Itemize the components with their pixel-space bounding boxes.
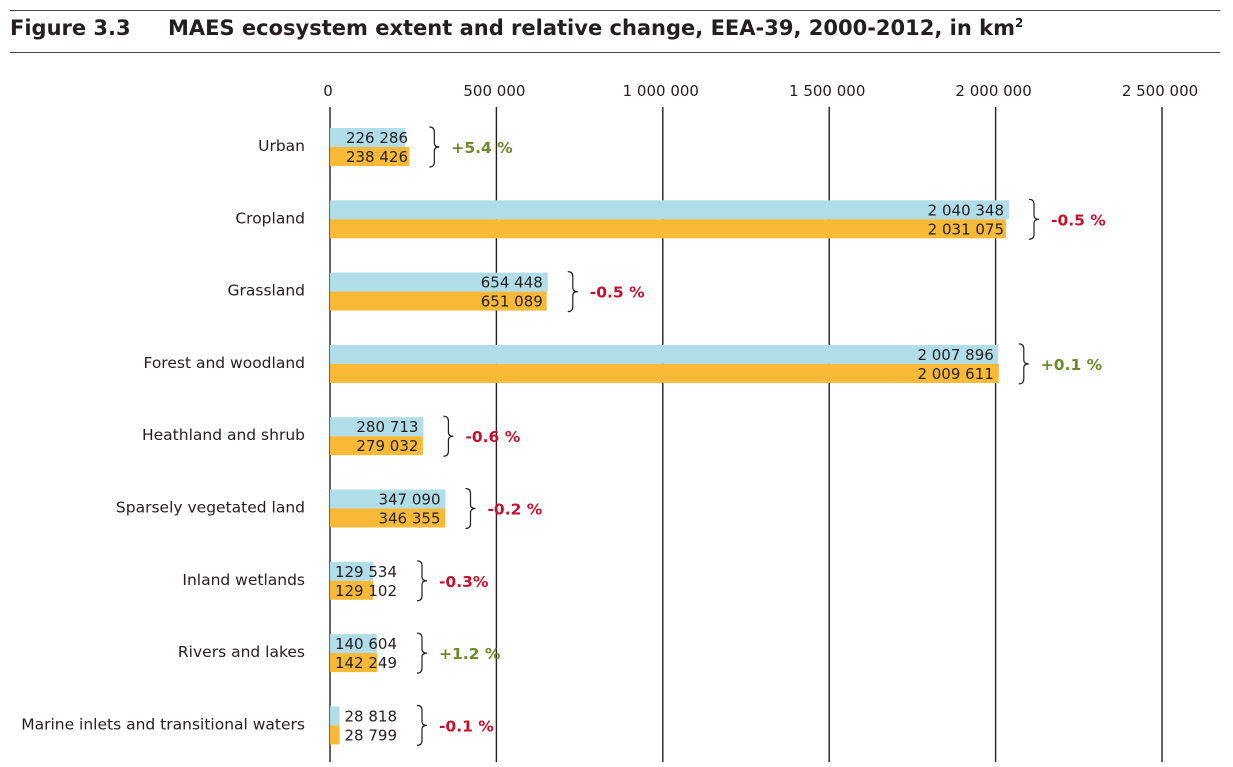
bar-2000 bbox=[330, 561, 374, 581]
bar-2012 bbox=[330, 508, 446, 528]
bars bbox=[330, 128, 1010, 745]
relative-change-annotations: +5.4 % -0.5 % -0.5 % +0.1 % -0.6 % -0.2 % -0.3… bbox=[416, 126, 1106, 746]
category-label: Forest and woodland bbox=[143, 354, 305, 372]
value-label-2012: 129 102 bbox=[335, 582, 397, 600]
brace bbox=[416, 560, 428, 602]
value-label-2012: 279 032 bbox=[356, 437, 418, 455]
relative-change-label: +1.2 % bbox=[439, 645, 501, 663]
value-label-2012: 2 009 611 bbox=[917, 365, 993, 383]
x-tick-label: 1 000 000 bbox=[623, 82, 699, 100]
category-label: Grassland bbox=[228, 282, 306, 300]
value-label-2012: 346 355 bbox=[378, 510, 440, 528]
bar-2000 bbox=[330, 272, 548, 292]
category-label: Sparsely vegetated land bbox=[116, 499, 305, 517]
category-label: Inland wetlands bbox=[182, 571, 305, 589]
bar-2000 bbox=[330, 200, 1010, 220]
brace bbox=[465, 487, 476, 530]
category-label: Rivers and lakes bbox=[178, 643, 305, 661]
relative-change-label: -0.6 % bbox=[465, 428, 520, 446]
value-label-2000: 654 448 bbox=[481, 274, 543, 292]
figure-label: Figure 3.3 bbox=[10, 16, 131, 40]
bar-2012 bbox=[330, 436, 423, 456]
category-label: Heathland and shrub bbox=[142, 426, 305, 444]
value-label-2012: 651 089 bbox=[481, 293, 543, 311]
figure-title: MAES ecosystem extent and relative chang… bbox=[168, 16, 1023, 40]
relative-change-label: -0.2 % bbox=[488, 501, 543, 519]
brace bbox=[1028, 198, 1040, 240]
value-label-2000: 347 090 bbox=[378, 491, 440, 509]
brace bbox=[443, 415, 454, 457]
top-rule bbox=[10, 10, 1220, 11]
title-underline bbox=[10, 52, 1220, 53]
x-axis-ticks: 0 500 000 1 000 000 1 500 000 2 000 000 2 500… bbox=[323, 82, 1198, 100]
bar-2012 bbox=[330, 653, 378, 673]
bar-2000 bbox=[330, 344, 999, 364]
value-label-2000: 226 286 bbox=[346, 129, 408, 147]
relative-change-label: -0.3% bbox=[439, 573, 489, 591]
brace bbox=[429, 126, 440, 168]
x-tick-label: 0 bbox=[323, 82, 333, 100]
x-tick-label: 500 000 bbox=[463, 82, 525, 100]
value-label-2012: 238 426 bbox=[346, 148, 408, 166]
brace bbox=[416, 632, 428, 674]
relative-change-label: -0.5 % bbox=[590, 284, 645, 302]
bar-2012 bbox=[330, 725, 340, 745]
category-label: Cropland bbox=[235, 209, 305, 227]
value-label-2000: 2 007 896 bbox=[917, 346, 993, 364]
figure-title-text: MAES ecosystem extent and relative chang… bbox=[168, 16, 1015, 40]
value-label-2012: 2 031 075 bbox=[928, 220, 1004, 238]
x-tick-label: 2 000 000 bbox=[955, 82, 1031, 100]
bar-2012 bbox=[330, 147, 410, 166]
bar-2000 bbox=[330, 128, 406, 147]
value-label-2000: 129 534 bbox=[335, 563, 397, 581]
bar-2000 bbox=[330, 706, 340, 726]
bar-2000 bbox=[330, 417, 424, 437]
value-label-2000: 28 818 bbox=[345, 707, 398, 725]
value-label-2012: 142 249 bbox=[335, 654, 397, 672]
x-tick-label: 1 500 000 bbox=[789, 82, 865, 100]
category-label: Marine inlets and transitional waters bbox=[21, 715, 305, 733]
figure-title-superscript: 2 bbox=[1014, 16, 1024, 30]
relative-change-label: +0.1 % bbox=[1041, 356, 1103, 374]
x-tick-label: 2 500 000 bbox=[1122, 82, 1198, 100]
brace bbox=[1018, 343, 1029, 385]
relative-change-label: +5.4 % bbox=[451, 139, 513, 157]
value-label-2000: 280 713 bbox=[356, 418, 418, 436]
bar-2012 bbox=[330, 363, 999, 383]
category-labels: Urban Cropland Grassland Forest and woodlan… bbox=[21, 137, 305, 733]
relative-change-label: -0.1 % bbox=[439, 717, 494, 735]
relative-change-label: -0.5 % bbox=[1051, 211, 1106, 229]
bar-2012 bbox=[330, 580, 373, 600]
brace bbox=[416, 704, 428, 746]
bar-2000 bbox=[330, 634, 377, 654]
value-label-2000: 2 040 348 bbox=[928, 201, 1004, 219]
category-label: Urban bbox=[258, 137, 305, 155]
brace bbox=[567, 271, 578, 313]
value-label-2012: 28 799 bbox=[345, 726, 398, 744]
bar-2012 bbox=[330, 291, 547, 311]
value-label-2000: 140 604 bbox=[335, 635, 397, 653]
bar-2000 bbox=[330, 489, 446, 509]
bar-2012 bbox=[330, 219, 1006, 239]
